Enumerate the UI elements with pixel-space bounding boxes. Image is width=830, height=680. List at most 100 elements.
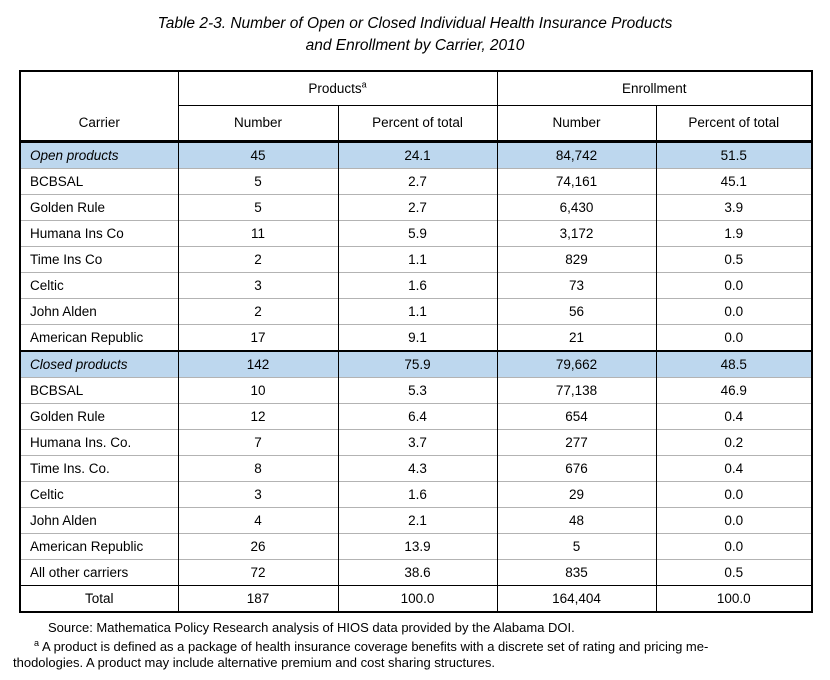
value-cell: 24.1 bbox=[338, 140, 498, 169]
value-cell: 5 bbox=[178, 193, 339, 221]
carrier-cell: Total bbox=[20, 584, 179, 612]
value-cell: 38.6 bbox=[338, 558, 498, 586]
table-row: Golden Rule 5 2.7 6,430 3.9 bbox=[20, 193, 813, 221]
value-cell: 13.9 bbox=[338, 532, 498, 560]
carrier-cell: BCBSAL bbox=[20, 167, 179, 195]
table-title: Table 2-3. Number of Open or Closed Indi… bbox=[0, 13, 830, 58]
column-group-products-label: Products bbox=[308, 80, 362, 96]
table-row: BCBSAL 5 2.7 74,161 45.1 bbox=[20, 167, 813, 195]
column-header-enrollment-percent: Percent of total bbox=[656, 105, 813, 143]
value-cell: 0.0 bbox=[656, 480, 813, 508]
value-cell: 3.9 bbox=[656, 193, 813, 221]
value-cell: 0.0 bbox=[656, 532, 813, 560]
value-cell: 142 bbox=[178, 349, 339, 378]
value-cell: 45.1 bbox=[656, 167, 813, 195]
table-row: Time Ins Co 2 1.1 829 0.5 bbox=[20, 245, 813, 273]
table-title-line1: Table 2-3. Number of Open or Closed Indi… bbox=[157, 15, 673, 32]
table-row: BCBSAL 10 5.3 77,138 46.9 bbox=[20, 376, 813, 404]
carrier-cell: Humana Ins Co bbox=[20, 219, 179, 247]
value-cell: 5.9 bbox=[338, 219, 498, 247]
column-group-enrollment: Enrollment bbox=[497, 70, 813, 106]
value-cell: 0.0 bbox=[656, 506, 813, 534]
table-row: Time Ins. Co. 8 4.3 676 0.4 bbox=[20, 454, 813, 482]
value-cell: 9.1 bbox=[338, 323, 498, 351]
value-cell: 164,404 bbox=[497, 584, 657, 612]
column-header-carrier: Carrier bbox=[20, 70, 179, 143]
value-cell: 11 bbox=[178, 219, 339, 247]
carrier-cell: American Republic bbox=[20, 323, 179, 351]
table-title-line2: and Enrollment by Carrier, 2010 bbox=[305, 37, 525, 55]
carrier-cell: BCBSAL bbox=[20, 376, 179, 404]
value-cell: 8 bbox=[178, 454, 339, 482]
column-group-products: Productsa bbox=[178, 70, 498, 106]
table-row: Celtic 3 1.6 29 0.0 bbox=[20, 480, 813, 508]
value-cell: 75.9 bbox=[338, 349, 498, 378]
value-cell: 10 bbox=[178, 376, 339, 404]
value-cell: 187 bbox=[178, 584, 339, 612]
value-cell: 72 bbox=[178, 558, 339, 586]
value-cell: 46.9 bbox=[656, 376, 813, 404]
value-cell: 2.1 bbox=[338, 506, 498, 534]
table-row: Celtic 3 1.6 73 0.0 bbox=[20, 271, 813, 299]
value-cell: 6.4 bbox=[338, 402, 498, 430]
value-cell: 835 bbox=[497, 558, 657, 586]
value-cell: 3 bbox=[178, 480, 339, 508]
table-row: Humana Ins. Co. 7 3.7 277 0.2 bbox=[20, 428, 813, 456]
value-cell: 3.7 bbox=[338, 428, 498, 456]
column-header-enrollment-number: Number bbox=[497, 105, 657, 143]
value-cell: 6,430 bbox=[497, 193, 657, 221]
value-cell: 2.7 bbox=[338, 167, 498, 195]
value-cell: 84,742 bbox=[497, 140, 657, 169]
table-notes: Source: Mathematica Policy Research anal… bbox=[13, 620, 816, 672]
value-cell: 7 bbox=[178, 428, 339, 456]
value-cell: 17 bbox=[178, 323, 339, 351]
table-row: Golden Rule 12 6.4 654 0.4 bbox=[20, 402, 813, 430]
header-sub-row: Number Percent of total Number Percent o… bbox=[20, 105, 813, 143]
value-cell: 1.1 bbox=[338, 297, 498, 325]
value-cell: 26 bbox=[178, 532, 339, 560]
carrier-cell: Golden Rule bbox=[20, 193, 179, 221]
value-cell: 3,172 bbox=[497, 219, 657, 247]
value-cell: 4 bbox=[178, 506, 339, 534]
value-cell: 12 bbox=[178, 402, 339, 430]
value-cell: 654 bbox=[497, 402, 657, 430]
table-body: Open products 45 24.1 84,742 51.5 BCBSAL 5 2.7 7… bbox=[20, 140, 813, 612]
value-cell: 0.4 bbox=[656, 454, 813, 482]
value-cell: 1.1 bbox=[338, 245, 498, 273]
value-cell: 0.2 bbox=[656, 428, 813, 456]
table-row: All other carriers 72 38.6 835 0.5 bbox=[20, 558, 813, 586]
carrier-cell: John Alden bbox=[20, 506, 179, 534]
source-note: Source: Mathematica Policy Research anal… bbox=[48, 619, 575, 635]
value-cell: 5 bbox=[497, 532, 657, 560]
section-row: Closed products 142 75.9 79,662 48.5 bbox=[20, 349, 813, 378]
value-cell: 0.4 bbox=[656, 402, 813, 430]
footnote-marker: a bbox=[34, 637, 40, 648]
carrier-cell: Celtic bbox=[20, 480, 179, 508]
value-cell: 0.0 bbox=[656, 271, 813, 299]
value-cell: 56 bbox=[497, 297, 657, 325]
value-cell: 1.6 bbox=[338, 271, 498, 299]
carrier-cell: Celtic bbox=[20, 271, 179, 299]
carrier-cell: John Alden bbox=[20, 297, 179, 325]
column-group-enrollment-label: Enrollment bbox=[622, 80, 687, 96]
value-cell: 676 bbox=[497, 454, 657, 482]
data-table: Carrier Productsa Enrollment Number Perc… bbox=[19, 69, 814, 613]
value-cell: 829 bbox=[497, 245, 657, 273]
value-cell: 5.3 bbox=[338, 376, 498, 404]
value-cell: 0.0 bbox=[656, 323, 813, 351]
value-cell: 3 bbox=[178, 271, 339, 299]
footnote-ref-a: a bbox=[361, 79, 367, 90]
value-cell: 45 bbox=[178, 140, 339, 169]
table-row: American Republic 17 9.1 21 0.0 bbox=[20, 323, 813, 351]
header-group-row: Carrier Productsa Enrollment bbox=[20, 70, 813, 143]
value-cell: 1.9 bbox=[656, 219, 813, 247]
value-cell: 48 bbox=[497, 506, 657, 534]
value-cell: 4.3 bbox=[338, 454, 498, 482]
column-header-products-number: Number bbox=[178, 105, 339, 143]
carrier-cell: Closed products bbox=[20, 349, 179, 378]
table-row: John Alden 2 1.1 56 0.0 bbox=[20, 297, 813, 325]
table-row: Humana Ins Co 11 5.9 3,172 1.9 bbox=[20, 219, 813, 247]
carrier-cell: American Republic bbox=[20, 532, 179, 560]
